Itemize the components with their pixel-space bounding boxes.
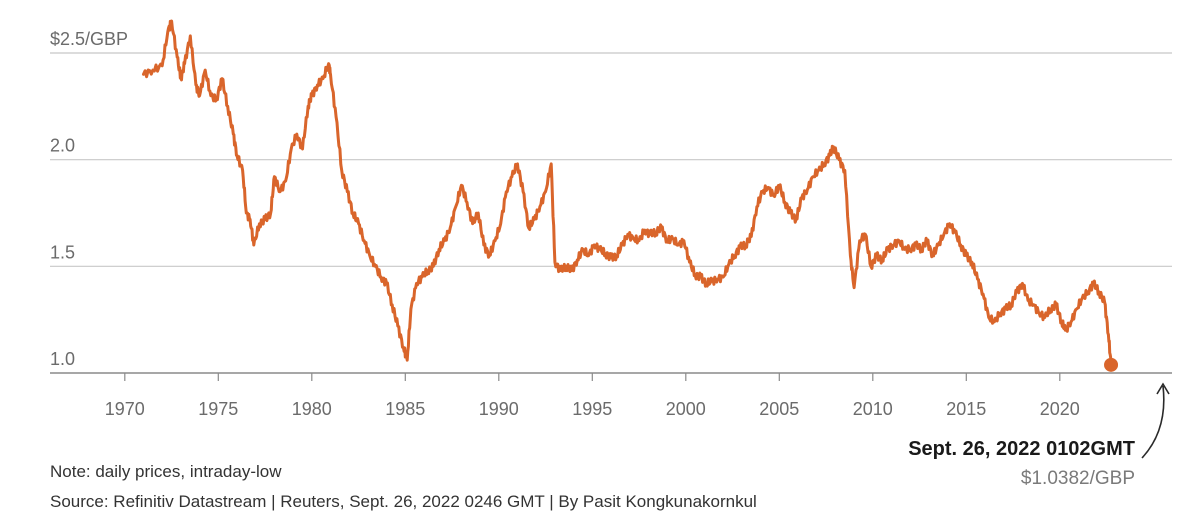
y-tick-label: 2.0 bbox=[50, 136, 75, 156]
latest-price-marker bbox=[1104, 357, 1119, 372]
x-tick-label: 1975 bbox=[198, 399, 238, 419]
x-tick-label: 1985 bbox=[385, 399, 425, 419]
x-tick-label: 2010 bbox=[853, 399, 893, 419]
y-axis-labels: 1.0 1.5 2.0 $2.5/GBP bbox=[50, 29, 128, 369]
x-axis: 1970 1975 1980 1985 1990 1995 2000 2005 2010 2015… bbox=[105, 373, 1080, 419]
x-tick-label: 1990 bbox=[479, 399, 519, 419]
x-tick-label: 1995 bbox=[572, 399, 612, 419]
chart-note: Note: daily prices, intraday-low bbox=[50, 462, 282, 481]
x-tick-label: 2020 bbox=[1040, 399, 1080, 419]
gbp-price-line bbox=[142, 19, 1113, 367]
annotation-date: Sept. 26, 2022 0102GMT bbox=[908, 438, 1135, 460]
x-tick-label: 2015 bbox=[946, 399, 986, 419]
annotation-value: $1.0382/GBP bbox=[1021, 468, 1135, 489]
annotation-arrow bbox=[1141, 382, 1170, 459]
y-tick-label: 1.0 bbox=[50, 349, 75, 369]
y-tick-label: $2.5/GBP bbox=[50, 29, 128, 49]
x-tick-label: 1980 bbox=[292, 399, 332, 419]
x-tick-label: 2000 bbox=[666, 399, 706, 419]
y-tick-label: 1.5 bbox=[50, 242, 75, 262]
x-tick-label: 2005 bbox=[759, 399, 799, 419]
x-tick-label: 1970 bbox=[105, 399, 145, 419]
chart-source: Source: Refinitiv Datastream | Reuters, … bbox=[50, 492, 757, 511]
